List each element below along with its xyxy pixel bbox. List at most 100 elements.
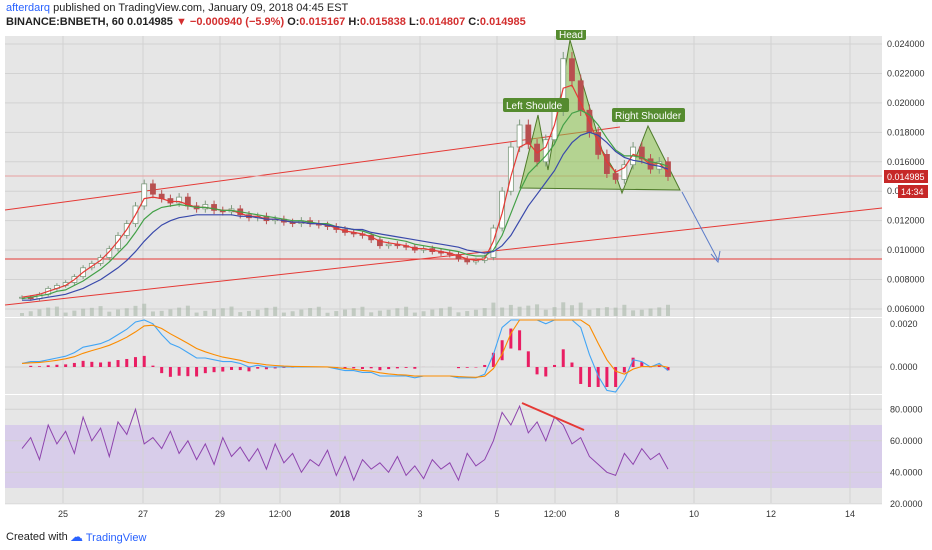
volume-bar (255, 309, 260, 316)
macd-histogram-bar (544, 367, 548, 377)
candle-body (202, 204, 209, 210)
macd-histogram-bar (256, 367, 260, 369)
volume-bar (89, 307, 94, 316)
macd-histogram-bar (133, 357, 137, 367)
volume-bar (37, 309, 42, 316)
rsi-divergence-line[interactable] (521, 402, 585, 431)
volume-bar (369, 312, 374, 316)
tradingview-logo[interactable]: ☁ TradingView (70, 529, 146, 545)
volume-bar (238, 312, 243, 316)
volume-bar (587, 309, 592, 316)
macd-histogram-bar (387, 367, 391, 370)
macd-histogram-bar (186, 367, 190, 377)
time-tick-label: 10 (689, 509, 699, 519)
price-tick-label: 0.012000 (887, 216, 925, 226)
macd-indicator (21, 319, 670, 393)
volume-bar (631, 310, 636, 316)
volume-bar (28, 311, 33, 316)
close-value: 0.014985 (479, 16, 526, 28)
volume-bar (430, 309, 435, 316)
time-axis: 25 27 29 12:00 2018 3 5 12:00 8 10 12 14 (58, 509, 855, 519)
macd-histogram-bar (125, 358, 129, 367)
rsi-band (5, 425, 882, 488)
macd-histogram-bar (352, 367, 356, 369)
macd-histogram-bar (640, 362, 644, 367)
head-label-bg (556, 30, 586, 40)
head-label[interactable]: Head (556, 30, 586, 41)
lower-trendline[interactable] (4, 207, 883, 306)
candle-body (621, 164, 628, 180)
volume-bar (622, 304, 627, 316)
open-label: O: (287, 16, 300, 28)
volume-bar (395, 308, 400, 316)
candle-body (525, 124, 532, 145)
high-label: H: (348, 16, 360, 28)
candle-body (516, 124, 523, 148)
macd-histogram-bar (238, 367, 242, 371)
macd-histogram-bar (561, 349, 565, 367)
volume-bar (657, 307, 662, 316)
rsi-line (21, 404, 669, 482)
volume-bar (666, 304, 670, 316)
candle-body (176, 196, 183, 204)
volume-bar (526, 305, 531, 316)
volume-bar (290, 311, 295, 316)
rsi-tick-label: 60.0000 (890, 436, 923, 446)
macd-histogram-bar (509, 328, 513, 349)
volume-bar (46, 307, 51, 316)
volume-bar (613, 307, 618, 316)
volume-bar (456, 312, 461, 316)
volume-bar (63, 312, 68, 316)
macd-histogram-bar (526, 351, 530, 367)
macd-histogram-bar (483, 364, 487, 367)
volume-bar (299, 309, 304, 316)
volume-bars (20, 302, 670, 316)
macd-histogram-bar (369, 367, 373, 369)
volume-bar (360, 306, 365, 316)
projection-arrow[interactable] (681, 191, 719, 261)
candle-body (638, 146, 645, 160)
macd-histogram-bar (203, 367, 207, 374)
macd-histogram-bar (247, 367, 251, 372)
left-shoulder-label[interactable]: Left Shoulde (503, 98, 569, 112)
macd-histogram-bar (151, 365, 155, 367)
price-tick-label: 0.020000 (887, 98, 925, 108)
candle-body (612, 173, 619, 180)
volume-bar (491, 302, 496, 316)
rsi-indicator (21, 404, 669, 482)
candle-body (150, 183, 156, 195)
macd-tick-label: 0.0020 (890, 319, 918, 329)
macd-histogram-bar (518, 330, 522, 351)
macd-histogram-bar (465, 367, 469, 368)
last-price-tag-text: 0.014985 (887, 172, 925, 182)
publish-info: published on TradingView.com, January 09… (53, 2, 349, 14)
macd-histogram-bar (378, 367, 382, 371)
macd-histogram-bar (614, 367, 618, 387)
volume-bar (569, 305, 574, 316)
macd-tick-label: 0.0000 (890, 362, 918, 372)
volume-bar (535, 304, 540, 316)
rsi-tick-label: 40.0000 (890, 467, 923, 477)
right-shoulder-label-bg (612, 108, 685, 122)
volume-bar (543, 309, 548, 316)
right-shoulder-text: Right Shoulder (615, 111, 682, 122)
chart-canvas[interactable]: 0.0060000.0080000.0100000.0120000.014000… (0, 30, 932, 522)
macd-histogram-bar (230, 367, 234, 370)
close-label: C: (468, 16, 480, 28)
macd-histogram-bar (195, 367, 199, 377)
volume-bar (124, 308, 129, 316)
macd-histogram-bar (535, 367, 539, 375)
volume-bar (81, 308, 86, 316)
volume-bar (212, 309, 217, 316)
macd-histogram-bar (64, 364, 68, 367)
right-shoulder-label[interactable]: Right Shoulder (612, 108, 685, 122)
last-price-tag (884, 170, 928, 183)
created-with-label: Created with (6, 531, 68, 543)
author-link[interactable]: afterdarq (6, 2, 51, 14)
volume-bar (343, 309, 347, 316)
countdown-tag (898, 185, 928, 198)
volume-bar (72, 310, 77, 316)
volume-bar (412, 312, 417, 316)
volume-bar (168, 309, 173, 316)
time-tick-label: 8 (614, 509, 619, 519)
